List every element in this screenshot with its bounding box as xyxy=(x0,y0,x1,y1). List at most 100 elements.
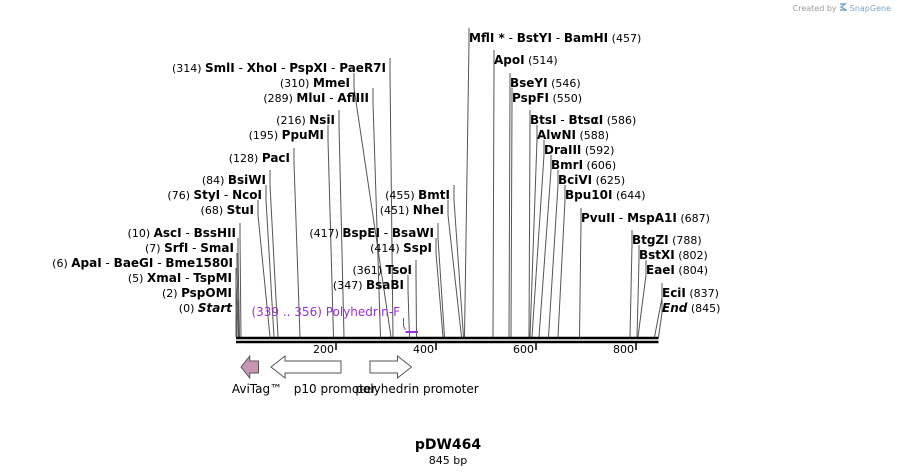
site-name[interactable]: StuI xyxy=(227,203,254,217)
primer-polyhedrin-f[interactable]: (339 .. 356) Polyhedrin-F xyxy=(251,305,418,333)
site-name[interactable]: MmeI xyxy=(313,76,350,90)
site-name[interactable]: SrfI xyxy=(164,241,188,255)
site-name[interactable]: BsaBI xyxy=(366,278,404,292)
site-name[interactable]: PacI xyxy=(262,151,290,165)
site-name[interactable]: EaeI xyxy=(646,263,675,277)
site-smli[interactable]: (314) SmlI - XhoI - PspXI - PaeR7I xyxy=(172,61,386,75)
site-position: (687) xyxy=(677,212,710,225)
site-name[interactable]: StyI xyxy=(193,188,220,202)
site-bstxi[interactable]: BstXI (802) xyxy=(639,248,708,262)
site-name[interactable]: ApoI xyxy=(494,53,525,67)
site-name[interactable]: ApaI xyxy=(71,256,101,270)
site-name[interactable]: Bme1580I xyxy=(165,256,233,270)
site-styi[interactable]: (76) StyI - NcoI xyxy=(167,188,262,202)
feature-polyhedrin-promoter[interactable]: polyhedrin promoter xyxy=(355,354,479,396)
feature-p10-promoter[interactable]: p10 promoter xyxy=(270,354,376,396)
site-ppumi[interactable]: (195) PpuMI xyxy=(249,128,324,142)
site-name[interactable]: BspEI xyxy=(342,226,380,240)
site-name[interactable]: AflIII xyxy=(337,91,369,105)
site-name[interactable]: SspI xyxy=(403,241,432,255)
site-name[interactable]: MluI xyxy=(296,91,325,105)
feature-arrow[interactable] xyxy=(369,354,413,380)
site-name[interactable]: BciVI xyxy=(558,173,592,187)
site-name[interactable]: TsoI xyxy=(386,263,412,277)
svg-text:(68) StuI: (68) StuI xyxy=(201,203,254,217)
site-name[interactable]: AscI xyxy=(154,226,182,240)
site-srfi[interactable]: (7) SrfI - SmaI xyxy=(145,241,234,255)
site-name[interactable]: BamHI xyxy=(564,31,608,45)
site-mmei[interactable]: (310) MmeI xyxy=(280,76,350,90)
site-bsiwi[interactable]: (84) BsiWI xyxy=(202,173,266,187)
site-paci[interactable]: (128) PacI xyxy=(229,151,290,165)
site-name[interactable]: BseYI xyxy=(510,76,548,90)
feature-arrow[interactable] xyxy=(240,354,259,380)
site-name[interactable]: PspOMI xyxy=(181,286,232,300)
site-alwni[interactable]: AlwNI (588) xyxy=(537,128,609,142)
site-end[interactable]: End (845) xyxy=(662,301,720,315)
site-stui[interactable]: (68) StuI xyxy=(201,203,254,217)
site-name[interactable]: NheI xyxy=(413,203,444,217)
site-name[interactable]: PaeR7I xyxy=(339,61,386,75)
site-bspei[interactable]: (417) BspEI - BsaWI xyxy=(309,226,434,240)
site-pvuii[interactable]: PvuII - MspA1I (687) xyxy=(581,211,710,225)
site-tsoi[interactable]: (361) TsoI xyxy=(352,263,412,277)
site-pspfi[interactable]: PspFI (550) xyxy=(512,91,582,105)
site-name[interactable]: PpuMI xyxy=(282,128,324,142)
site-name[interactable]: BmtI xyxy=(418,188,450,202)
site-nsii[interactable]: (216) NsiI xyxy=(276,113,335,127)
site-name[interactable]: PspXI xyxy=(289,61,327,75)
site-name[interactable]: Bpu10I xyxy=(565,188,612,202)
site-apai[interactable]: (6) ApaI - BaeGI - Bme1580I xyxy=(52,256,233,270)
site-name[interactable]: End xyxy=(662,301,688,315)
site-name[interactable]: BstYI xyxy=(517,31,552,45)
site-bpu10i[interactable]: Bpu10I (644) xyxy=(565,188,646,202)
site-name[interactable]: Start xyxy=(198,301,233,315)
site-name[interactable]: XhoI xyxy=(247,61,278,75)
site-eaei[interactable]: EaeI (804) xyxy=(646,263,708,277)
site-name[interactable]: PspFI xyxy=(512,91,549,105)
site-bcivi[interactable]: BciVI (625) xyxy=(558,173,625,187)
site-name[interactable]: BmrI xyxy=(551,158,583,172)
site-name[interactable]: TspMI xyxy=(193,271,232,285)
feature-avitag[interactable]: AviTag™ xyxy=(232,354,282,396)
site-name[interactable]: BtsαI xyxy=(568,113,603,127)
site-name[interactable]: BsiWI xyxy=(228,173,266,187)
site-draiii[interactable]: DraIII (592) xyxy=(544,143,614,157)
site-bsabi[interactable]: (347) BsaBI xyxy=(333,278,404,292)
site-xmai[interactable]: (5) XmaI - TspMI xyxy=(128,271,232,285)
site-name[interactable]: MflI * xyxy=(469,31,505,45)
site-nhei[interactable]: (451) NheI xyxy=(380,203,444,217)
site-btsi[interactable]: BtsI - BtsαI (586) xyxy=(530,113,636,127)
site-bseyi[interactable]: BseYI (546) xyxy=(510,76,581,90)
site-name[interactable]: DraIII xyxy=(544,143,581,157)
feature-arrow[interactable] xyxy=(270,354,342,380)
primer-label[interactable]: (339 .. 356) Polyhedrin-F xyxy=(251,305,400,319)
site-name[interactable]: BaeGI xyxy=(114,256,154,270)
site-name[interactable]: AlwNI xyxy=(537,128,576,142)
site-name[interactable]: BtgZI xyxy=(632,233,669,247)
site-mlui[interactable]: (289) MluI - AflIII xyxy=(263,91,369,105)
site-name[interactable]: BssHII xyxy=(194,226,236,240)
site-name[interactable]: BsaWI xyxy=(392,226,434,240)
site-name[interactable]: MspA1I xyxy=(627,211,677,225)
site-name[interactable]: BstXI xyxy=(639,248,675,262)
site-bmti[interactable]: (455) BmtI xyxy=(385,188,450,202)
site-btgzi[interactable]: BtgZI (788) xyxy=(632,233,702,247)
site-line xyxy=(389,72,394,338)
site-apoi[interactable]: ApoI (514) xyxy=(494,53,558,67)
site-name[interactable]: SmlI xyxy=(205,61,235,75)
site-mfli[interactable]: MflI * - BstYI - BamHI (457) xyxy=(469,31,641,45)
site-bmri[interactable]: BmrI (606) xyxy=(551,158,616,172)
site-start[interactable]: (0) Start xyxy=(179,301,233,315)
site-sspi[interactable]: (414) SspI xyxy=(370,241,432,255)
site-asci[interactable]: (10) AscI - BssHII xyxy=(128,226,236,240)
site-ecii[interactable]: EciI (837) xyxy=(662,286,719,300)
site-name[interactable]: NcoI xyxy=(232,188,262,202)
site-name[interactable]: NsiI xyxy=(309,113,335,127)
site-name[interactable]: XmaI xyxy=(147,271,181,285)
site-name[interactable]: BtsI xyxy=(530,113,557,127)
site-name[interactable]: PvuII xyxy=(581,211,615,225)
site-name[interactable]: SmaI xyxy=(200,241,234,255)
site-name[interactable]: EciI xyxy=(662,286,686,300)
site-pspomi[interactable]: (2) PspOMI xyxy=(162,286,232,300)
